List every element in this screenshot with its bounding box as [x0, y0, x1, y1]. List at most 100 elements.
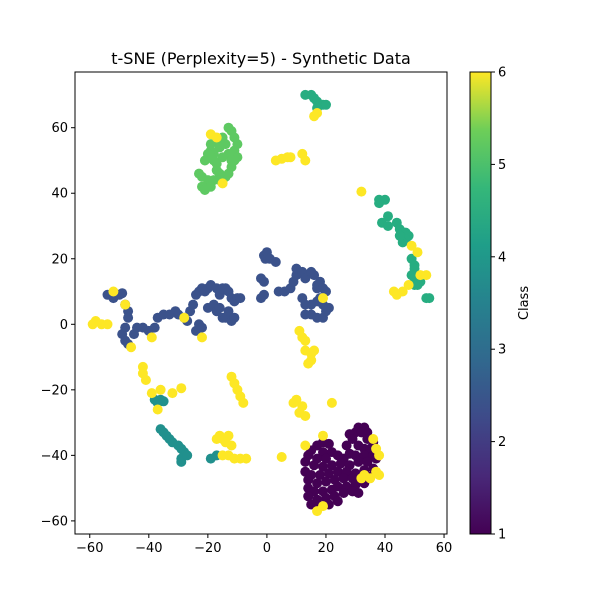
- data-point-class-6: [108, 286, 119, 297]
- data-point-class-6: [152, 404, 163, 415]
- data-point-class-3: [176, 456, 187, 467]
- data-point-class-1: [323, 438, 334, 449]
- data-point-class-6: [297, 401, 308, 412]
- data-point-class-1: [338, 488, 349, 498]
- data-point-class-2: [270, 257, 281, 267]
- data-point-class-6: [309, 345, 320, 356]
- data-point-class-4: [321, 99, 331, 110]
- data-point-class-1: [335, 458, 346, 469]
- data-point-class-1: [309, 460, 320, 471]
- data-point-class-6: [303, 358, 314, 369]
- data-point-class-4: [424, 293, 435, 304]
- data-point-class-6: [179, 312, 190, 323]
- data-point-class-1: [312, 478, 323, 489]
- data-point-class-2: [259, 289, 269, 300]
- y-tick-label: 0: [60, 318, 68, 333]
- data-point-class-6: [241, 453, 252, 464]
- y-tick-label: −20: [41, 383, 68, 398]
- data-point-class-6: [102, 319, 113, 330]
- data-point-class-6: [356, 186, 367, 197]
- y-tick-label: 60: [51, 121, 68, 136]
- data-point-class-6: [412, 247, 423, 258]
- data-point-class-6: [300, 335, 311, 346]
- data-point-class-6: [300, 411, 311, 421]
- y-tick-label: 20: [51, 252, 68, 267]
- data-point-class-1: [321, 476, 331, 487]
- data-point-class-6: [197, 332, 207, 343]
- data-point-class-1: [356, 427, 367, 438]
- data-point-class-2: [214, 302, 225, 313]
- data-point-class-1: [315, 470, 325, 480]
- data-point-class-6: [211, 132, 222, 143]
- data-point-class-1: [321, 453, 331, 464]
- data-point-class-2: [297, 293, 308, 304]
- colorbar-ticks: 1 2 3 4 5 6: [491, 66, 506, 543]
- colorbar-tick-label: 3: [498, 343, 506, 358]
- data-point-class-1: [318, 461, 328, 472]
- colorbar-tick-label: 4: [498, 250, 506, 265]
- data-point-class-6: [155, 384, 166, 395]
- data-point-class-6: [318, 430, 328, 441]
- data-point-class-1: [326, 460, 337, 471]
- data-point-class-1: [303, 474, 314, 485]
- colorbar-tick-label: 1: [498, 528, 506, 543]
- data-point-class-1: [306, 499, 317, 510]
- data-point-class-6: [421, 270, 432, 281]
- data-point-class-1: [323, 468, 334, 479]
- data-point-class-2: [188, 299, 199, 310]
- x-tick-label: −20: [194, 541, 221, 556]
- data-point-class-4: [394, 230, 405, 241]
- data-point-class-6: [217, 178, 228, 189]
- data-point-class-6: [374, 450, 385, 461]
- data-point-class-1: [347, 434, 358, 444]
- data-point-class-6: [167, 388, 178, 399]
- colorbar: 1 2 3 4 5 6 Class: [469, 66, 532, 543]
- data-point-class-4: [383, 211, 393, 222]
- data-point-class-6: [318, 293, 328, 304]
- data-point-class-2: [117, 288, 128, 299]
- data-point-class-4: [383, 221, 393, 231]
- y-tick-label: 40: [51, 187, 68, 202]
- x-tick-label: 20: [318, 541, 335, 556]
- data-point-class-5: [205, 181, 216, 192]
- data-point-class-6: [226, 440, 237, 451]
- data-point-class-1: [300, 456, 311, 467]
- x-axis: −60 −40 −20 0 20 40 60: [76, 534, 452, 556]
- data-point-class-1: [332, 466, 343, 477]
- data-point-class-2: [300, 273, 311, 284]
- data-point-class-2: [149, 322, 160, 333]
- data-point-class-2: [123, 312, 134, 323]
- data-point-class-6: [146, 388, 157, 399]
- data-point-class-1: [353, 488, 364, 498]
- data-point-class-1: [341, 440, 352, 451]
- data-point-class-3: [182, 450, 193, 461]
- data-point-class-6: [397, 286, 408, 297]
- data-point-class-1: [338, 473, 349, 484]
- data-point-class-2: [197, 322, 207, 333]
- data-point-class-2: [321, 306, 331, 317]
- data-point-class-5: [194, 168, 204, 179]
- data-point-class-6: [403, 280, 414, 290]
- data-point-class-6: [300, 155, 311, 166]
- scatter-points: [87, 89, 435, 517]
- colorbar-tick-label: 5: [498, 158, 506, 173]
- data-point-class-5: [199, 155, 210, 166]
- data-point-class-5: [214, 142, 225, 153]
- x-tick-label: −60: [76, 541, 103, 556]
- data-point-class-1: [362, 456, 373, 467]
- x-tick-label: 40: [377, 541, 394, 556]
- data-point-class-6: [406, 240, 417, 251]
- data-point-class-5: [208, 155, 219, 166]
- data-point-class-2: [309, 270, 320, 281]
- data-point-class-5: [217, 152, 228, 163]
- data-point-class-6: [312, 108, 323, 118]
- y-axis: −60 −40 −20 0 20 40 60: [41, 121, 75, 529]
- data-point-class-6: [87, 319, 98, 330]
- data-point-class-1: [332, 496, 343, 507]
- data-point-class-6: [285, 152, 296, 163]
- data-point-class-6: [374, 470, 385, 480]
- data-point-class-6: [176, 383, 187, 394]
- x-tick-label: 0: [263, 541, 271, 556]
- colorbar-gradient: [469, 71, 492, 535]
- data-point-class-1: [303, 491, 314, 502]
